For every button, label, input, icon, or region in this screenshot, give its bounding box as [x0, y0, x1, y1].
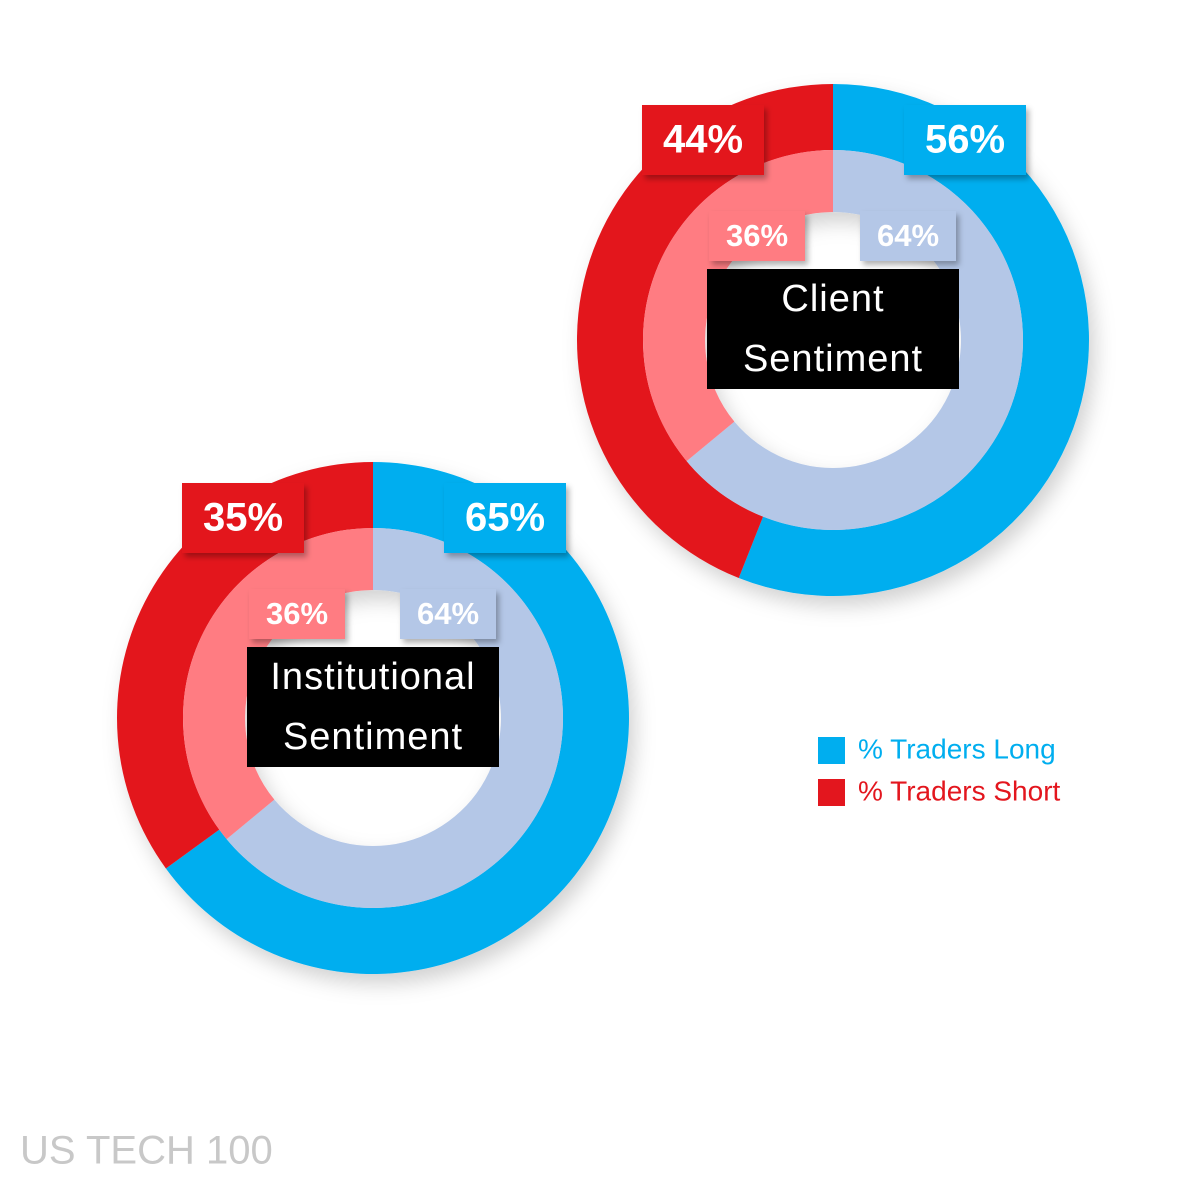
inner-segment — [643, 150, 833, 462]
value-label: 35% — [203, 496, 283, 540]
value-label: 44% — [663, 118, 743, 162]
footer: US TECH 100 — [20, 1129, 273, 1173]
label-box — [642, 105, 764, 175]
value-label: 64% — [417, 596, 479, 631]
label-box — [249, 589, 345, 639]
label-box — [182, 483, 304, 553]
chart-title: Institutional Sentiment — [247, 647, 499, 767]
outer-segment — [577, 84, 833, 579]
inner-segment — [183, 528, 373, 840]
outer-segment — [738, 84, 1090, 597]
legend-swatch — [818, 737, 845, 764]
label-box — [904, 105, 1026, 175]
legend-swatch — [818, 779, 845, 806]
label-box — [709, 211, 805, 261]
label-box — [400, 589, 496, 639]
value-label: 56% — [925, 118, 1005, 162]
outer-segment — [117, 462, 373, 869]
value-label: 65% — [465, 496, 545, 540]
legend-label: % Traders Short — [858, 775, 1061, 806]
value-label: 36% — [726, 218, 788, 253]
value-label: 36% — [266, 596, 328, 631]
label-box — [444, 483, 566, 553]
chart-title: Client Sentiment — [707, 269, 959, 389]
value-label: 64% — [877, 218, 939, 253]
legend-label: % Traders Long — [858, 733, 1056, 764]
label-box — [860, 211, 956, 261]
